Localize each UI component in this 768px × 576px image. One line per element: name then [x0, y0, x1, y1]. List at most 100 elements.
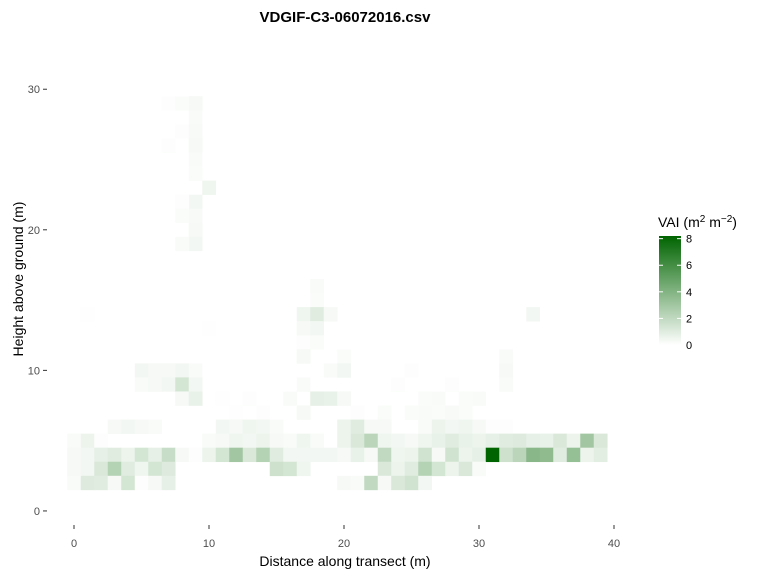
heatmap-cell	[296, 321, 311, 336]
heatmap-cell	[188, 222, 203, 238]
heatmap-cell	[337, 475, 352, 491]
heatmap-cell	[458, 405, 473, 420]
heatmap-cell	[242, 419, 257, 434]
heatmap-cell	[134, 419, 149, 434]
heatmap-cell	[161, 447, 176, 463]
heatmap-cell	[566, 447, 581, 463]
heatmap-cell	[445, 405, 460, 420]
heatmap-cell	[445, 433, 460, 448]
y-axis: 0 10 20 30	[28, 84, 47, 518]
heatmap-cell	[472, 447, 487, 463]
heatmap-cell	[175, 96, 190, 111]
heatmap-cell	[350, 475, 365, 491]
legend-title: VAI (m2 m−2)	[658, 214, 737, 230]
x-tick-label: 0	[71, 538, 77, 550]
heatmap-cell	[350, 433, 365, 448]
heatmap-cell	[256, 433, 271, 448]
y-tick-label: 10	[28, 365, 40, 377]
heatmap-cell	[161, 363, 176, 378]
heatmap-cell	[404, 433, 419, 448]
heatmap-cell	[269, 461, 284, 477]
heatmap-cell	[80, 433, 95, 448]
heatmap-cell	[242, 391, 257, 406]
heatmap-cell	[188, 96, 203, 111]
heatmap-cell	[458, 391, 473, 406]
heatmap-cell	[337, 363, 352, 378]
heatmap-cell	[188, 138, 203, 153]
heatmap-cell	[337, 349, 352, 364]
heatmap-cell	[283, 447, 298, 463]
heatmap-cell	[188, 447, 203, 463]
heatmap-cell	[310, 335, 325, 350]
heatmap-cell	[80, 475, 95, 491]
heatmap-cell	[377, 447, 392, 463]
heatmap-cell	[431, 461, 446, 477]
heatmap-cell	[175, 391, 190, 406]
heatmap-cell	[188, 124, 203, 139]
heatmap-cell	[202, 321, 217, 336]
legend-tick-label: 4	[686, 287, 692, 299]
heatmap-cell	[94, 461, 109, 477]
heatmap-cell	[134, 461, 149, 477]
heatmap-cell	[364, 475, 379, 491]
heatmap-cell	[161, 138, 176, 153]
heatmap-cell	[323, 307, 338, 322]
heatmap-cell	[391, 433, 406, 448]
x-tick-label: 20	[338, 538, 350, 550]
heatmap-cell	[188, 391, 203, 406]
heatmap-cell	[256, 405, 271, 420]
heatmap-cell	[94, 475, 109, 491]
heatmap-cell	[80, 461, 95, 477]
heatmap-cell	[148, 363, 163, 378]
heatmap-cell	[67, 447, 82, 463]
heatmap-cell	[553, 433, 568, 448]
heatmap-cell	[134, 475, 149, 491]
legend-title-end: )	[732, 214, 737, 230]
heatmap-cell	[418, 419, 433, 434]
heatmap-cell	[202, 180, 217, 195]
heatmap-cell	[418, 391, 433, 406]
heatmap-cell	[323, 363, 338, 378]
legend-tick-label: 0	[686, 340, 692, 352]
heatmap-cell	[377, 433, 392, 448]
heatmap-cell	[418, 447, 433, 463]
heatmap-cell	[391, 475, 406, 491]
heatmap-cell	[377, 461, 392, 477]
heatmap-cell	[94, 433, 109, 448]
heatmap-cell	[323, 391, 338, 406]
legend-ticks: 0 2 4 6 8	[659, 234, 692, 352]
legend-title-base: VAI (m	[658, 214, 700, 230]
heatmap-cell	[215, 419, 230, 434]
legend-tick-label: 8	[686, 234, 692, 246]
heatmap-cell	[161, 377, 176, 392]
y-tick-label: 30	[28, 84, 40, 96]
heatmap-cell	[161, 461, 176, 477]
heatmap-cell	[148, 419, 163, 434]
heatmap-cell	[499, 363, 514, 378]
heatmap-cell	[431, 447, 446, 463]
heatmap-cell	[269, 433, 284, 448]
heatmap-cell	[418, 433, 433, 448]
heatmap-cell	[431, 433, 446, 448]
heatmap-cell	[310, 321, 325, 336]
x-axis: 0 10 20 30 40	[71, 525, 620, 550]
heatmap-cell	[350, 405, 365, 420]
heatmap-cell	[458, 419, 473, 434]
heatmap-cell	[269, 419, 284, 434]
heatmap-cell	[418, 475, 433, 491]
x-tick-label: 40	[608, 538, 620, 550]
heatmap-cell	[188, 208, 203, 224]
heatmap-cell	[593, 433, 608, 448]
heatmap-cell	[364, 433, 379, 448]
heatmap-cell	[107, 475, 122, 491]
heatmap-cell	[134, 363, 149, 378]
heatmap-cell	[296, 349, 311, 364]
heatmap-cell	[269, 447, 284, 463]
heatmap-cell	[242, 433, 257, 448]
heatmap-cell	[80, 307, 95, 322]
heatmap-cell	[418, 461, 433, 477]
heatmap-cell	[337, 447, 352, 463]
x-axis-title: Distance along transect (m)	[259, 553, 430, 569]
heatmap-cell	[175, 363, 190, 378]
